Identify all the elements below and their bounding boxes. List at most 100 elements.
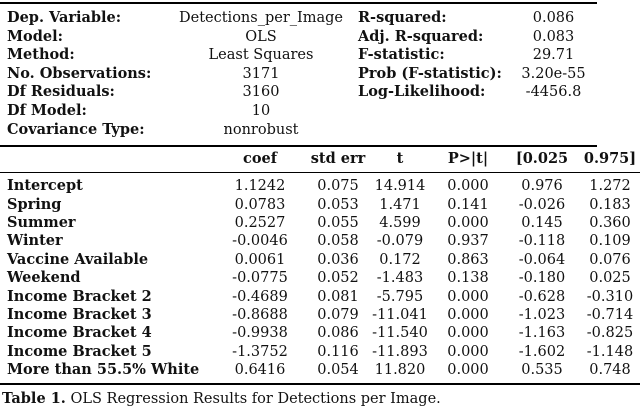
t-cell: 1.471 bbox=[379, 196, 421, 213]
header-coef: coef bbox=[212, 147, 308, 174]
row-name: Weekend bbox=[7, 269, 81, 287]
summary-label: Df Model: bbox=[7, 101, 87, 119]
ci-lower-cell: -1.602 bbox=[518, 343, 566, 360]
summary-label: Method: bbox=[7, 46, 75, 64]
summary-row-covariance-type: Covariance Type: nonrobust bbox=[0, 121, 352, 140]
summary-label: Adj. R-squared: bbox=[358, 27, 484, 45]
std-err-cell: 0.052 bbox=[317, 270, 359, 287]
summary-label: F-statistic: bbox=[358, 46, 445, 64]
summary-label: Log-Likelihood: bbox=[358, 83, 486, 101]
ci-lower-cell: -0.064 bbox=[518, 251, 566, 268]
t-cell: -5.795 bbox=[376, 288, 424, 305]
summary-value: 3160 bbox=[242, 84, 280, 101]
std-err-cell: 0.036 bbox=[317, 251, 359, 268]
summary-label: Prob (F-statistic): bbox=[358, 64, 502, 82]
summary-value: 0.086 bbox=[532, 10, 575, 26]
t-cell: 0.172 bbox=[379, 251, 421, 268]
ci-upper-cell: 0.360 bbox=[589, 214, 631, 231]
summary-row-dep-variable: Dep. Variable: Detections_per_Image bbox=[0, 9, 352, 28]
table-row-income-bracket-3: Income Bracket 3 -0.8688 0.079 -11.041 0… bbox=[0, 306, 640, 324]
t-cell: -1.483 bbox=[376, 270, 424, 287]
std-err-cell: 0.054 bbox=[317, 362, 359, 379]
summary-row-method: Method: Least Squares bbox=[0, 46, 352, 65]
table-row-vaccine-available: Vaccine Available 0.0061 0.036 0.172 0.8… bbox=[0, 251, 640, 269]
summary-row-log-likelihood: Log-Likelihood: -4456.8 bbox=[352, 83, 597, 102]
row-name: Summer bbox=[7, 213, 76, 231]
header-std-err: std err bbox=[308, 147, 368, 174]
std-err-cell: 0.086 bbox=[317, 325, 359, 342]
summary-value: OLS bbox=[245, 28, 277, 45]
summary-value: Detections_per_Image bbox=[179, 10, 343, 26]
std-err-cell: 0.075 bbox=[317, 178, 359, 195]
row-name: Income Bracket 5 bbox=[7, 342, 152, 360]
model-summary-left-column: Dep. Variable: Detections_per_Image Mode… bbox=[0, 9, 352, 139]
summary-label: Covariance Type: bbox=[7, 120, 145, 138]
p-value-cell: 0.138 bbox=[447, 270, 489, 287]
row-name: Income Bracket 2 bbox=[7, 287, 152, 305]
ci-upper-cell: 0.183 bbox=[589, 196, 631, 213]
t-cell: 4.599 bbox=[379, 214, 421, 231]
summary-value: 0.083 bbox=[532, 28, 575, 45]
coef-cell: -0.8688 bbox=[232, 307, 288, 323]
p-value-cell: 0.000 bbox=[447, 214, 489, 231]
std-err-cell: 0.053 bbox=[317, 196, 359, 213]
p-value-cell: 0.000 bbox=[447, 307, 489, 323]
p-value-cell: 0.141 bbox=[447, 196, 489, 213]
p-value-cell: 0.937 bbox=[447, 233, 489, 250]
model-summary-right-column: R-squared: 0.086 Adj. R-squared: 0.083 F… bbox=[352, 9, 597, 139]
row-name: Income Bracket 3 bbox=[7, 306, 152, 323]
summary-label: R-squared: bbox=[358, 9, 447, 26]
t-cell: -11.540 bbox=[372, 325, 428, 342]
table-caption: Table 1. OLS Regression Results for Dete… bbox=[0, 385, 640, 408]
summary-value: nonrobust bbox=[223, 121, 299, 138]
header-ci-lower: [0.025 bbox=[504, 147, 580, 174]
table-row-winter: Winter -0.0046 0.058 -0.079 0.937 -0.118… bbox=[0, 232, 640, 250]
coef-cell: 0.0061 bbox=[234, 251, 286, 268]
ci-upper-cell: -1.148 bbox=[586, 343, 634, 360]
summary-value: 29.71 bbox=[532, 47, 575, 64]
ci-lower-cell: 0.976 bbox=[521, 178, 563, 195]
table-row-spring: Spring 0.0783 0.053 1.471 0.141 -0.026 0… bbox=[0, 196, 640, 214]
summary-label: Model: bbox=[7, 27, 63, 45]
t-cell: 14.914 bbox=[374, 178, 426, 195]
header-p-value: P>|t| bbox=[432, 147, 504, 174]
summary-value: Least Squares bbox=[208, 47, 314, 64]
ci-upper-cell: 0.025 bbox=[589, 270, 631, 287]
ci-upper-cell: -0.310 bbox=[586, 288, 634, 305]
ci-lower-cell: 0.145 bbox=[521, 214, 563, 231]
coefficients-table: coef std err t P>|t| [0.025 0.975] Inter… bbox=[0, 147, 640, 385]
row-name: Income Bracket 4 bbox=[7, 324, 152, 342]
summary-row-f-statistic: F-statistic: 29.71 bbox=[352, 46, 597, 65]
std-err-cell: 0.081 bbox=[317, 288, 359, 305]
table-row-summer: Summer 0.2527 0.055 4.599 0.000 0.145 0.… bbox=[0, 214, 640, 232]
ci-lower-cell: -0.118 bbox=[518, 233, 566, 250]
table-row-income-bracket-2: Income Bracket 2 -0.4689 0.081 -5.795 0.… bbox=[0, 288, 640, 306]
summary-row-prob-f-statistic: Prob (F-statistic): 3.20e-55 bbox=[352, 65, 597, 84]
p-value-cell: 0.000 bbox=[447, 178, 489, 195]
ci-upper-cell: -0.714 bbox=[586, 307, 634, 323]
summary-value: 3.20e-55 bbox=[521, 65, 586, 82]
coef-cell: 0.2527 bbox=[234, 214, 286, 231]
std-err-cell: 0.055 bbox=[317, 214, 359, 231]
coef-cell: -0.4689 bbox=[232, 288, 288, 305]
header-variable bbox=[0, 147, 212, 174]
summary-row-df-residuals: Df Residuals: 3160 bbox=[0, 83, 352, 102]
coef-cell: 1.1242 bbox=[234, 178, 286, 195]
t-cell: -11.893 bbox=[372, 343, 428, 360]
table-caption-text: OLS Regression Results for Detections pe… bbox=[70, 390, 441, 407]
t-cell: -0.079 bbox=[376, 233, 424, 250]
coef-cell: 0.6416 bbox=[234, 362, 286, 379]
ci-lower-cell: -0.026 bbox=[518, 196, 566, 213]
coef-cell: -0.0046 bbox=[232, 233, 288, 250]
table-row-income-bracket-4: Income Bracket 4 -0.9938 0.086 -11.540 0… bbox=[0, 324, 640, 342]
row-name: Winter bbox=[7, 232, 63, 250]
table-row-income-bracket-5: Income Bracket 5 -1.3752 0.116 -11.893 0… bbox=[0, 343, 640, 361]
summary-value: 10 bbox=[251, 102, 271, 119]
row-name: More than 55.5% White bbox=[7, 361, 200, 379]
std-err-cell: 0.116 bbox=[317, 343, 359, 360]
p-value-cell: 0.000 bbox=[447, 325, 489, 342]
summary-label: Df Residuals: bbox=[7, 83, 115, 101]
std-err-cell: 0.079 bbox=[317, 307, 359, 323]
t-cell: -11.041 bbox=[372, 307, 428, 323]
